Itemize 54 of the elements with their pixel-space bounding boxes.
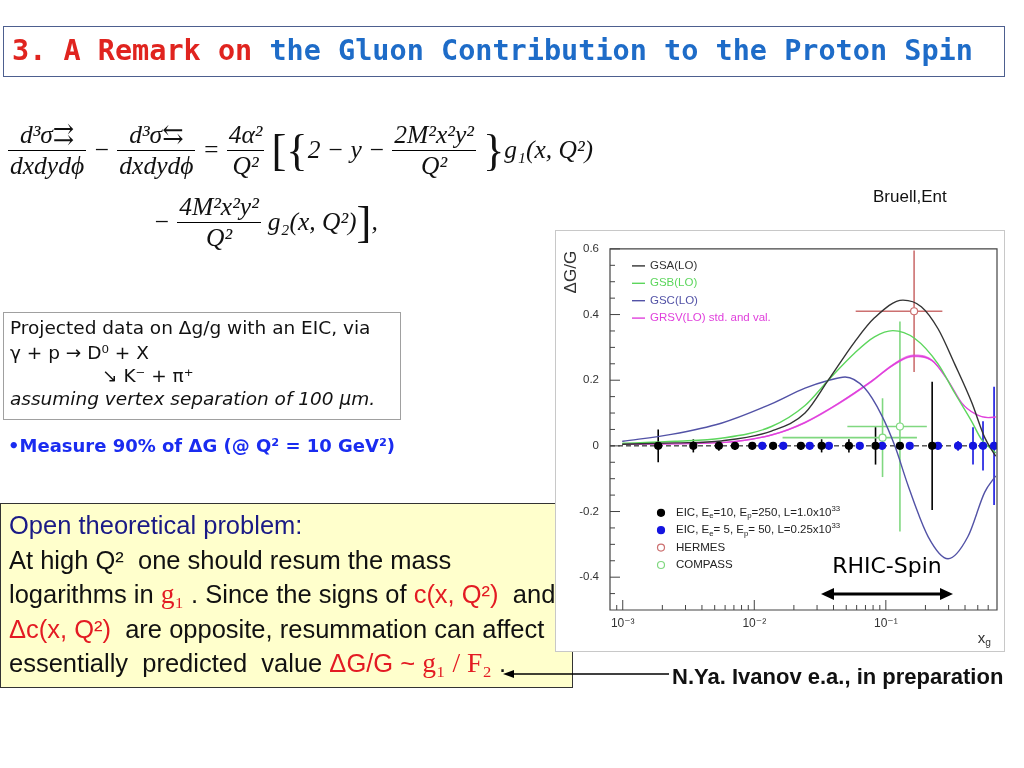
x-tick-label: 10⁻² <box>742 615 767 630</box>
y-tick-label: 0 <box>592 439 599 452</box>
text: ↘ K⁻ + π⁺ <box>101 365 195 387</box>
text: . Since the signs of <box>190 580 408 608</box>
y-axis-title: ΔG/G <box>560 250 580 294</box>
legend-label: GSA(LO) <box>650 259 698 272</box>
text: are opposite, resummation can affect <box>124 614 545 643</box>
text: [{2 − y − <box>271 124 386 175</box>
text: − <box>93 135 111 165</box>
text: Projected data on Δg/g with an EIC, via <box>10 316 372 340</box>
legend-label: GSB(LO) <box>650 276 698 289</box>
text: Δc(x, Q²) <box>9 614 112 643</box>
text: ΔG/G ~ <box>329 649 417 677</box>
x-tick-label: 10⁻¹ <box>873 615 898 630</box>
y-tick-label: 0.6 <box>583 242 599 255</box>
text: dxdydϕ <box>8 149 87 180</box>
text: logarithms in <box>9 580 155 608</box>
text: γ + p → D⁰ + X <box>10 340 150 365</box>
text: Q² <box>392 149 476 180</box>
text: dxdydϕ <box>117 149 196 180</box>
text: 2M²x²y² <box>393 120 476 150</box>
text: 4M²x²y² <box>178 192 261 222</box>
text: = <box>202 135 220 165</box>
y-tick-label: 0.2 <box>583 373 599 386</box>
y-tick-label: -0.2 <box>579 504 599 517</box>
text: g₂(x, Q²)], <box>267 196 378 247</box>
text: Bruell,Ent <box>873 187 947 207</box>
text: c(x, Q²) <box>413 580 499 608</box>
chart-title: 3. A Remark on the Gluon Contribution to the Proton Spin <box>12 34 973 67</box>
x-tick-label: 10⁻³ <box>610 615 635 630</box>
y-tick-label: 0.4 <box>583 307 600 320</box>
legend-label: GSC(LO) <box>650 293 699 306</box>
text: Q² <box>226 149 265 180</box>
legend-label: COMPASS <box>676 558 733 571</box>
text: g₁ <box>160 578 184 609</box>
legend-label: HERMES <box>676 540 726 553</box>
text: }g₁(x, Q²) <box>482 124 594 175</box>
text: − <box>153 207 171 237</box>
annotation: RHIC-Spin <box>831 552 943 580</box>
text: . <box>497 649 506 677</box>
text: g₁ / F₂ <box>422 647 492 678</box>
text: essentially predicted value <box>9 649 324 677</box>
text: 4α² <box>227 120 264 150</box>
text: •Measure 90% of ΔG (@ Q² = 10 GeV²) <box>8 435 396 456</box>
legend-label: GRSV(LO) std. and val. <box>650 311 771 324</box>
text: d³σ⇆ <box>128 120 185 150</box>
text: Open theoretical problem: <box>9 511 303 539</box>
text: Q² <box>177 221 261 252</box>
y-tick-label: -0.4 <box>579 570 600 583</box>
text: assuming vertex separation of 100 μm. <box>10 387 377 411</box>
text: d³σ⇉ <box>18 120 76 150</box>
text: At high Q² one should resum the mass <box>9 545 452 574</box>
text: N.Ya. Ivanov e.a., in preparation <box>672 664 1004 690</box>
text: and <box>511 580 556 608</box>
